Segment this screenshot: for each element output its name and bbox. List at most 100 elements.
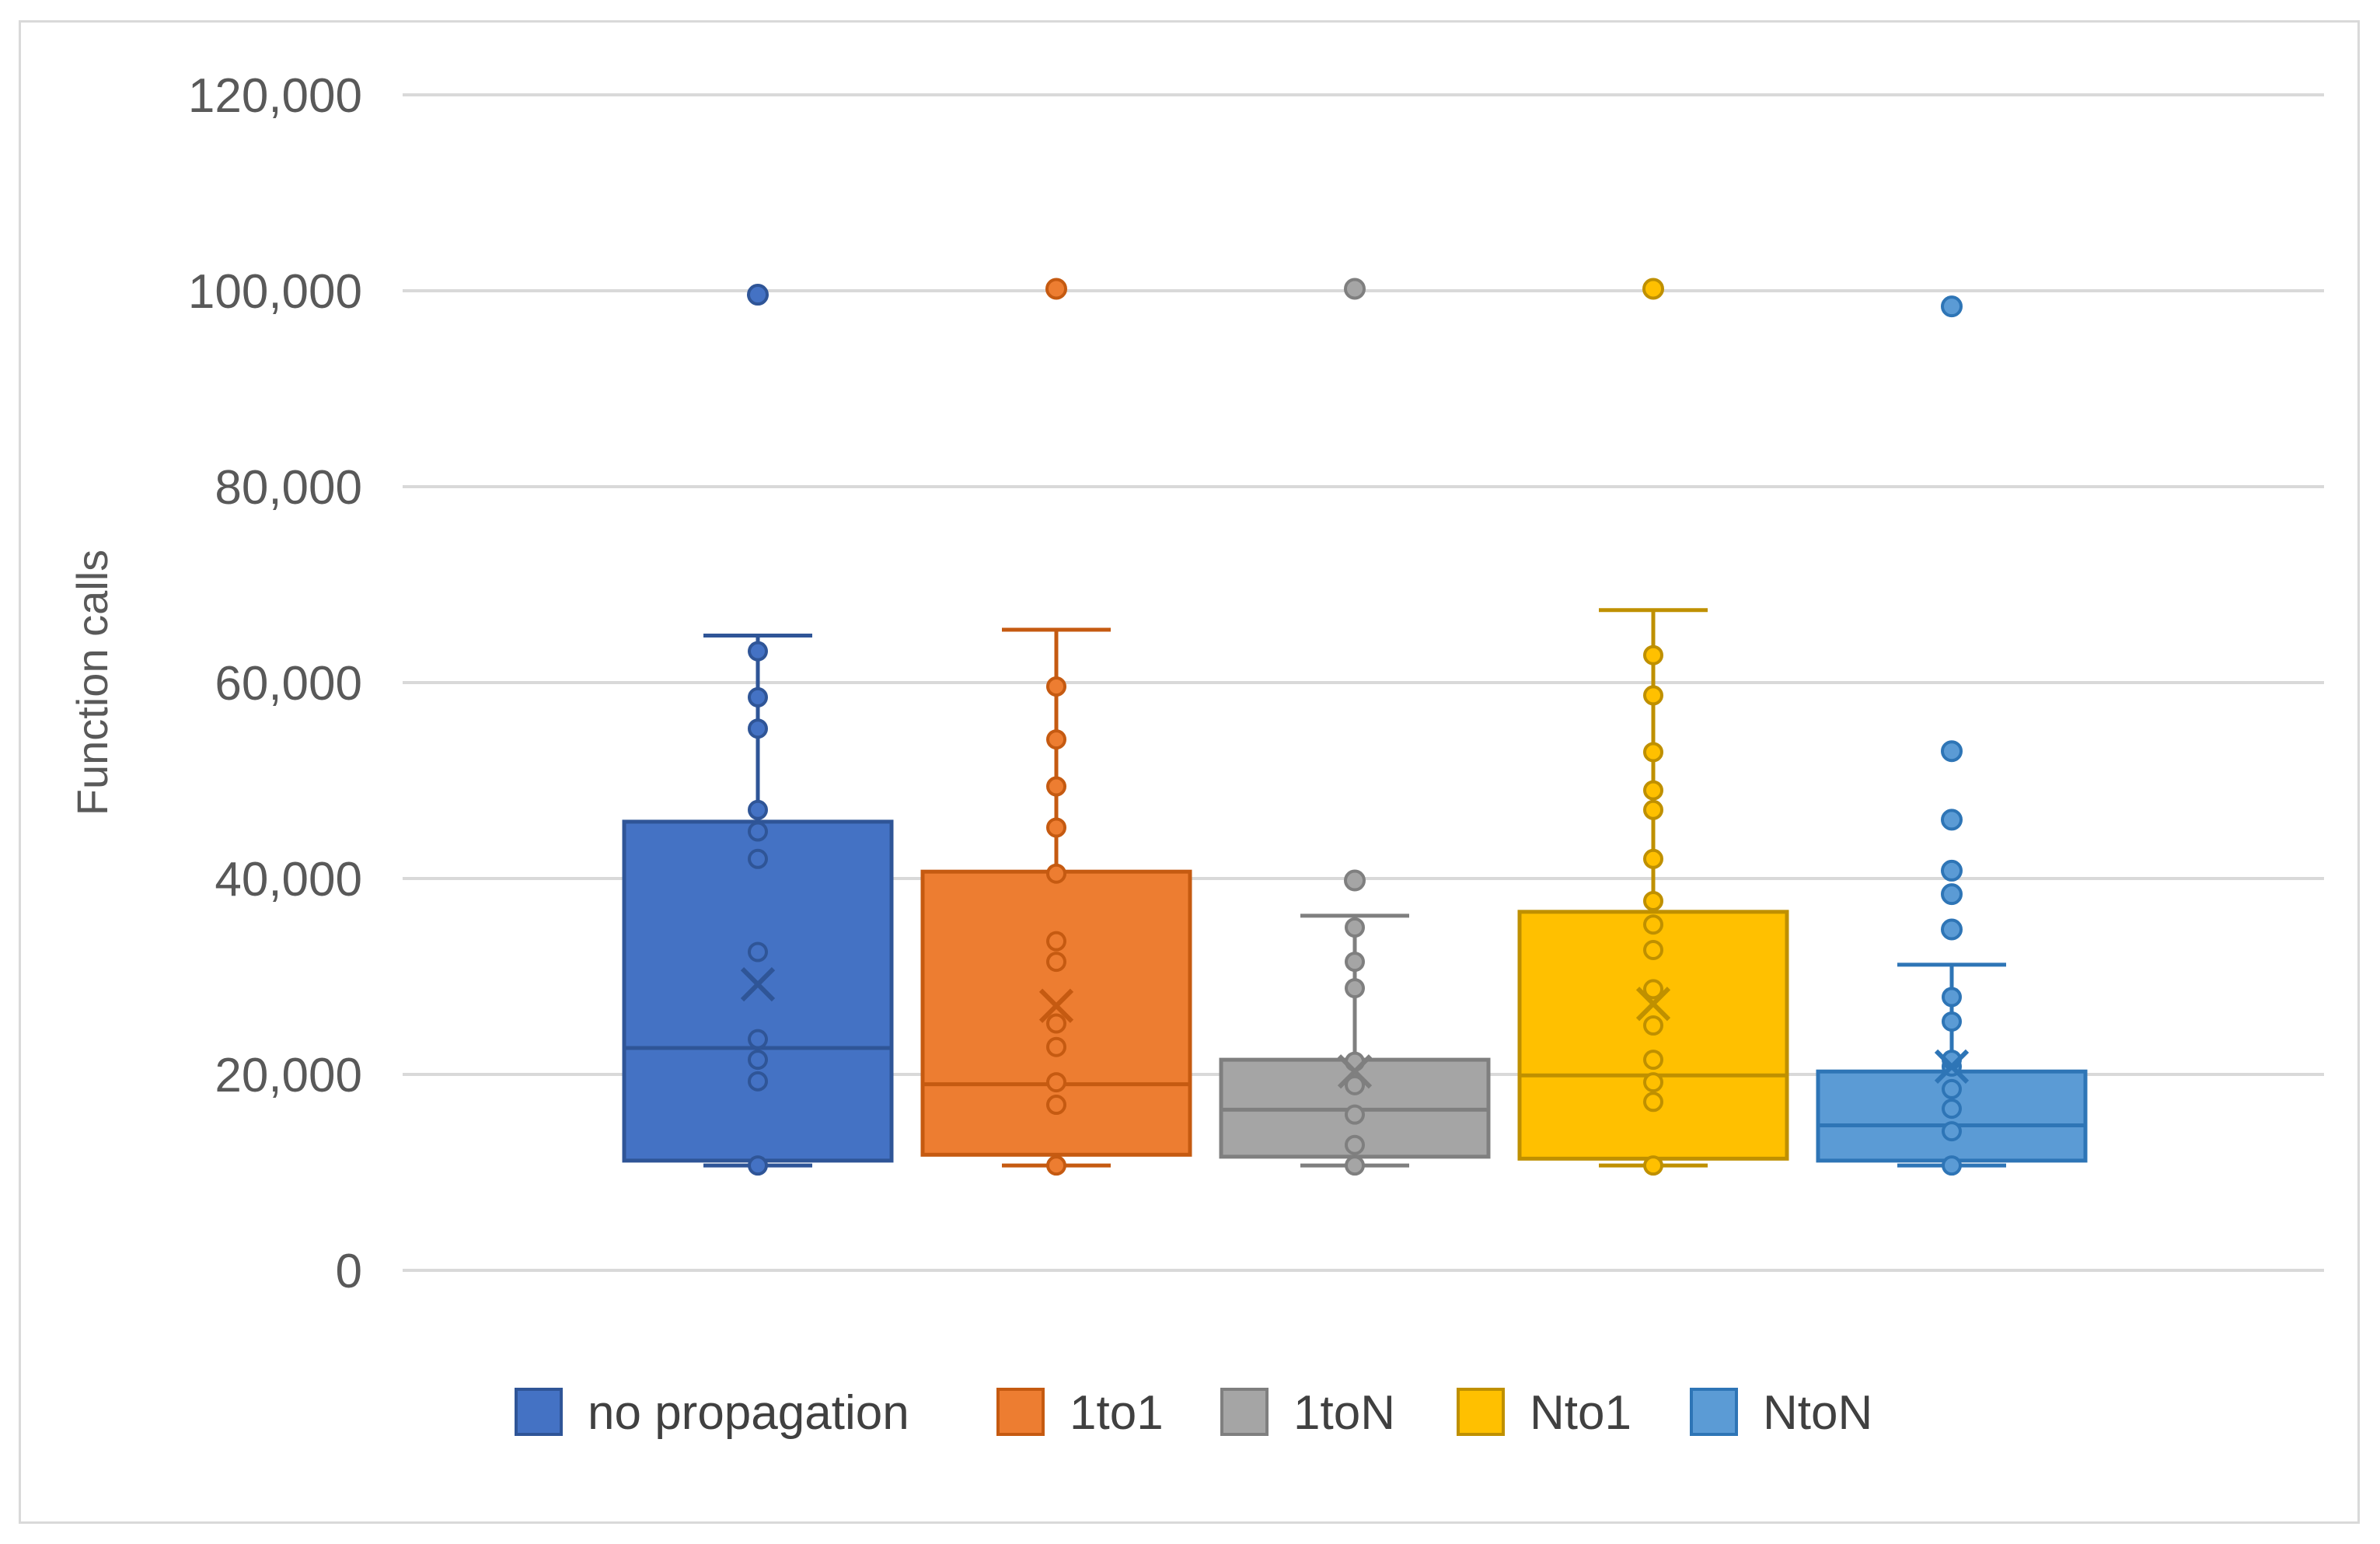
data-point [748, 1050, 768, 1071]
data-point [748, 686, 768, 707]
legend-label: Nto1 [1530, 1386, 1631, 1440]
data-point [748, 718, 768, 739]
outlier-point [1941, 295, 1963, 318]
data-point [1643, 685, 1663, 706]
data-point [1046, 1013, 1066, 1034]
y-axis-title: Function calls [68, 550, 117, 816]
y-tick-label: 40,000 [215, 853, 362, 906]
outlier-point [1941, 809, 1963, 831]
legend-label: no propagation [588, 1386, 909, 1440]
data-point [1643, 1050, 1663, 1071]
data-point [748, 1029, 768, 1050]
legend-label: NtoN [1763, 1386, 1872, 1440]
data-point [1345, 1074, 1365, 1095]
mean-marker [1337, 1054, 1373, 1089]
mean-marker-stroke [1934, 1049, 1970, 1085]
outlier-point [1941, 883, 1963, 906]
data-point [1345, 1134, 1365, 1155]
legend-item-nton: NtoN [1690, 1386, 1872, 1440]
data-point [1643, 914, 1663, 935]
data-point [1942, 1121, 1962, 1142]
data-point [1046, 776, 1066, 797]
data-point [1942, 987, 1962, 1008]
data-point [1046, 817, 1066, 838]
legend-swatch [1457, 1388, 1505, 1436]
data-point [1046, 1036, 1066, 1057]
data-point [1046, 931, 1066, 952]
data-point [748, 799, 768, 820]
data-point [1643, 848, 1663, 869]
data-point [1046, 1155, 1066, 1176]
data-point [1046, 729, 1066, 750]
legend-item-nto1: Nto1 [1457, 1386, 1631, 1440]
data-point [1046, 952, 1066, 973]
outlier-point [1344, 869, 1366, 892]
data-point [1942, 1011, 1962, 1032]
data-point [748, 821, 768, 842]
series-1ton [1219, 278, 1491, 1176]
data-point [1942, 1155, 1962, 1176]
chart-frame [19, 20, 2360, 1524]
legend: no propagation 1to1 1toN Nto1 NtoN [515, 1386, 1872, 1440]
data-point [748, 941, 768, 962]
outlier-point [747, 284, 769, 306]
legend-item-1to1: 1to1 [996, 1386, 1164, 1440]
y-tick-label: 0 [336, 1245, 362, 1298]
data-point [748, 641, 768, 662]
legend-item-1ton: 1toN [1220, 1386, 1395, 1440]
legend-swatch [515, 1388, 563, 1436]
legend-swatch [1220, 1388, 1269, 1436]
data-point [1643, 742, 1663, 763]
data-point [1643, 780, 1663, 801]
mean-marker [1934, 1049, 1970, 1085]
y-tick-label: 80,000 [215, 461, 362, 515]
mean-marker [1635, 987, 1671, 1022]
data-point [1345, 952, 1365, 973]
outlier-point [1941, 918, 1963, 941]
mean-marker-stroke [1635, 987, 1671, 1022]
mean-marker-stroke [1337, 1054, 1373, 1089]
data-point [1643, 1072, 1663, 1093]
data-point [1345, 1155, 1365, 1176]
outlier-point [1941, 740, 1963, 763]
data-point [1345, 917, 1365, 938]
data-point [1643, 979, 1663, 1000]
outlier-point [1045, 278, 1067, 300]
data-point [1643, 890, 1663, 911]
data-point [1046, 1095, 1066, 1116]
mean-marker-stroke [1038, 988, 1074, 1023]
data-point [748, 1071, 768, 1092]
series-1to1 [920, 278, 1192, 1176]
legend-label: 1toN [1293, 1386, 1395, 1440]
outlier-point [1642, 278, 1664, 300]
legend-label: 1to1 [1070, 1386, 1164, 1440]
data-point [1345, 978, 1365, 999]
legend-swatch [1690, 1388, 1738, 1436]
outlier-point [1344, 278, 1366, 300]
data-point [1046, 1072, 1066, 1093]
mean-marker-stroke [740, 966, 776, 1002]
legend-item-no-propagation: no propagation [515, 1386, 909, 1440]
y-axis-tick-labels: 0 20,000 40,000 60,000 80,000 100,000 120,000 [188, 69, 362, 1298]
data-point [1046, 676, 1066, 697]
data-point [1942, 1078, 1962, 1099]
data-point [1643, 644, 1663, 665]
data-point [1643, 1015, 1663, 1036]
y-tick-label: 20,000 [215, 1049, 362, 1102]
legend-swatch [996, 1388, 1045, 1436]
data-point [748, 1155, 768, 1176]
y-tick-label: 60,000 [215, 657, 362, 711]
series-boxes [622, 278, 2088, 1176]
iqr-box [622, 819, 894, 1163]
y-tick-label: 120,000 [188, 69, 362, 123]
data-point [1643, 1155, 1663, 1176]
mean-marker [1038, 988, 1074, 1023]
data-point [748, 848, 768, 869]
series-nto1 [1517, 278, 1789, 1176]
series-no-propagation [622, 284, 894, 1176]
outlier-point [1941, 859, 1963, 882]
y-tick-label: 100,000 [188, 265, 362, 319]
data-point [1046, 863, 1066, 884]
data-point [1942, 1099, 1962, 1120]
